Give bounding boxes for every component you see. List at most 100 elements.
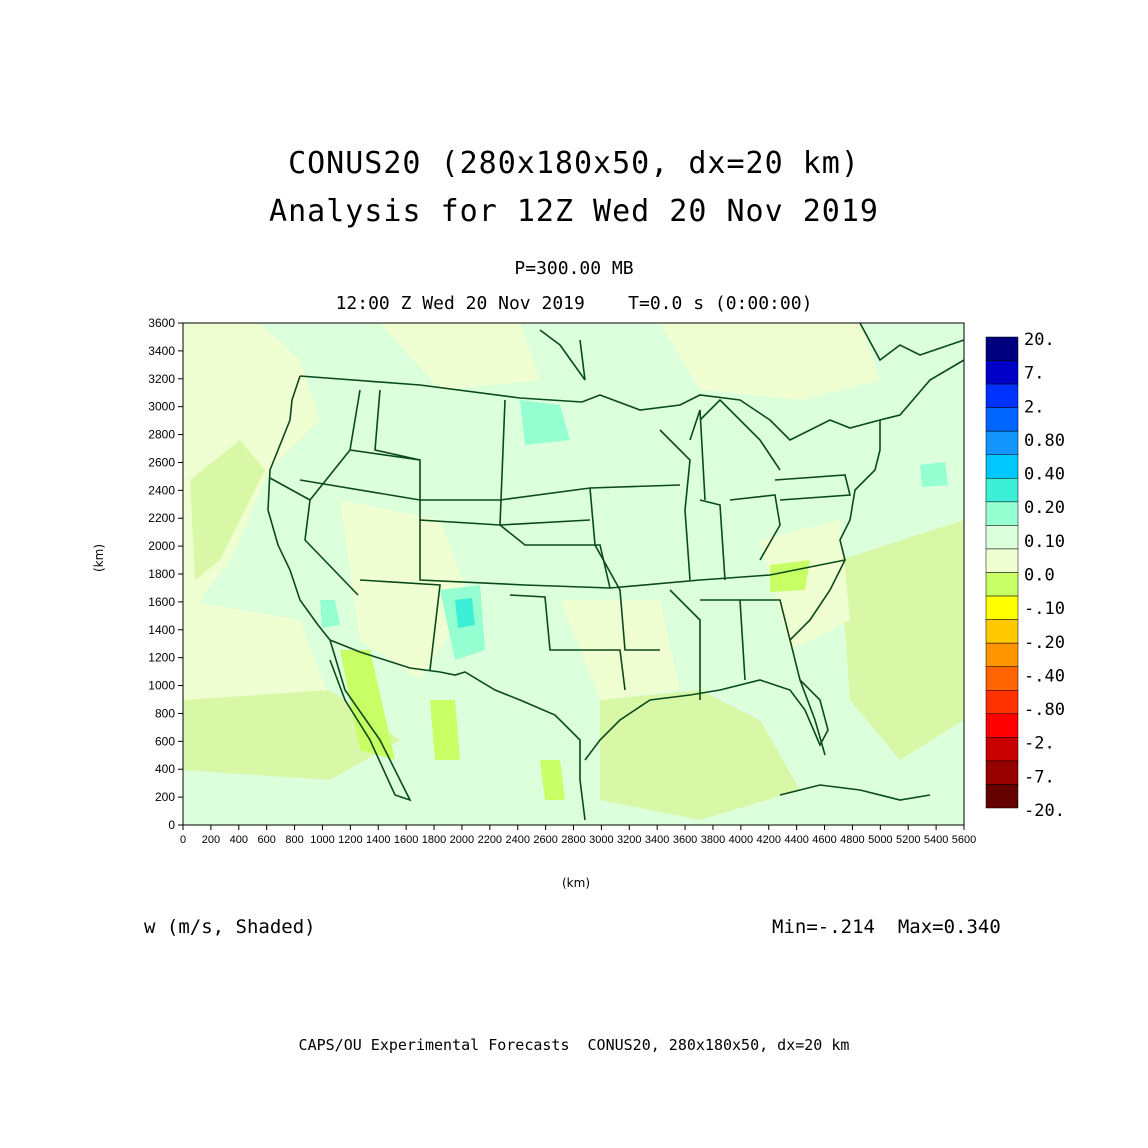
y-tick-label: 2200: [148, 511, 175, 525]
shade-region: [920, 462, 948, 487]
colorbar-swatch: [985, 360, 1019, 385]
colorbar-label: -.80: [1024, 700, 1065, 720]
shade-region: [520, 400, 570, 445]
x-tick-label: 5600: [952, 834, 976, 846]
shade-region: [840, 520, 964, 760]
x-tick-label: 2600: [533, 834, 557, 846]
shade-region: [770, 560, 810, 592]
field-shading: [183, 323, 964, 820]
colorbar-label: -7.: [1024, 767, 1055, 787]
state-line-oh: [729, 494, 781, 561]
colorbar-swatch: [985, 525, 1019, 550]
y-tick-label: 3200: [148, 372, 175, 386]
texas-border: [509, 594, 626, 691]
x-tick-label: 0: [180, 834, 186, 846]
state-line-in: [699, 499, 726, 581]
y-tick-label: 1000: [148, 679, 175, 693]
x-tick-label: 3400: [645, 834, 669, 846]
x-tick-label: 2800: [561, 834, 585, 846]
colorbar-swatch: [985, 760, 1019, 785]
canada-coast-east: [859, 322, 965, 362]
x-tick-label: 3200: [617, 834, 641, 846]
x-tick-label: 3800: [701, 834, 725, 846]
x-tick-label: 5400: [924, 834, 948, 846]
x-tick-label: 5200: [896, 834, 920, 846]
colorbar-label: 2.: [1024, 397, 1044, 417]
state-line-ga: [740, 599, 791, 641]
state-line-ms: [669, 589, 701, 700]
state-line-il: [659, 429, 691, 581]
state-line-h1: [299, 479, 681, 501]
shade-region: [340, 500, 470, 680]
great-lakes-outline: [699, 398, 781, 471]
y-tick-label: 600: [155, 734, 175, 748]
y-tick-label: 0: [168, 818, 175, 832]
y-tick-label: 200: [155, 790, 175, 804]
colorbar-swatch: [985, 407, 1019, 432]
colorbar-swatch: [985, 430, 1019, 456]
y-tick-label: 2600: [148, 455, 175, 469]
colorbar-label: -2.: [1024, 734, 1055, 754]
y-tick-label: 1800: [148, 567, 175, 581]
colorbar-label: 0.40: [1024, 465, 1065, 485]
colorbar-swatch: [985, 642, 1019, 667]
y-tick-label: 2800: [148, 428, 175, 442]
y-tick-label: 800: [155, 706, 175, 720]
chart-subtitle: Analysis for 12Z Wed 20 Nov 2019: [269, 194, 879, 229]
x-tick-label: 400: [230, 834, 248, 846]
x-tick-label: 2000: [450, 834, 474, 846]
colorbar-swatch: [985, 548, 1019, 573]
colorbar-swatch: [985, 383, 1019, 408]
hudson-bay-coast: [539, 329, 586, 381]
y-tick-label: 2400: [148, 483, 175, 497]
x-tick-label: 4400: [784, 834, 808, 846]
state-line-id: [374, 389, 421, 461]
colorbar-swatch: [985, 666, 1019, 691]
colorbar-swatch: [985, 572, 1019, 597]
state-line-nw: [309, 389, 361, 501]
baja-peninsula: [329, 639, 412, 802]
colorbar-label: -20.: [1024, 801, 1065, 821]
mexico-border: [329, 639, 586, 821]
colorbar-label: 0.0: [1024, 566, 1055, 586]
colorbar-swatch: [985, 690, 1019, 715]
y-tick-label: 1400: [148, 623, 175, 637]
west-coastline: [267, 375, 331, 641]
lake-michigan: [689, 409, 706, 501]
x-axis: 0 200 400 600 800 1000 1200 1400 1600 1800 2000 220…: [180, 825, 976, 846]
colorbar-swatch: [985, 336, 1019, 361]
chart-title: CONUS20 (280x180x50, dx=20 km): [288, 146, 860, 181]
colorbar-swatch: [985, 454, 1019, 479]
colorbar-swatch: [985, 501, 1019, 526]
x-tick-label: 3600: [673, 834, 697, 846]
x-tick-label: 5000: [868, 834, 892, 846]
geographic-boundaries: [267, 322, 965, 821]
colorbar-swatch: [985, 713, 1019, 738]
shade-region: [190, 440, 265, 580]
variable-label: w (m/s, Shaded): [144, 916, 316, 938]
colorbar-label: 0.80: [1024, 431, 1065, 451]
y-tick-label: 3600: [148, 316, 175, 330]
colorbar-label: 0.10: [1024, 532, 1065, 552]
colorbar-swatch: [985, 595, 1019, 620]
colorbar-swatch: [985, 737, 1019, 762]
shade-region: [183, 690, 400, 780]
x-tick-label: 2400: [505, 834, 529, 846]
x-tick-label: 1200: [338, 834, 362, 846]
x-axis-unit: (km): [562, 876, 591, 890]
y-tick-label: 3400: [148, 344, 175, 358]
y-tick-label: 1200: [148, 651, 175, 665]
pressure-level: P=300.00 MB: [514, 258, 634, 279]
x-tick-label: 2200: [478, 834, 502, 846]
footer-credit: CAPS/OU Experimental Forecasts CONUS20, …: [298, 1036, 850, 1054]
map-plot-area: [182, 322, 965, 826]
y-tick-label: 1600: [148, 595, 175, 609]
colorbar-label: 0.20: [1024, 498, 1065, 518]
colorbar-swatch: [985, 478, 1019, 503]
y-tick-label: 2000: [148, 539, 175, 553]
state-line-sw: [359, 579, 441, 671]
florida-coast: [799, 679, 826, 756]
shade-region: [340, 650, 395, 760]
cuba-outline: [779, 784, 931, 801]
